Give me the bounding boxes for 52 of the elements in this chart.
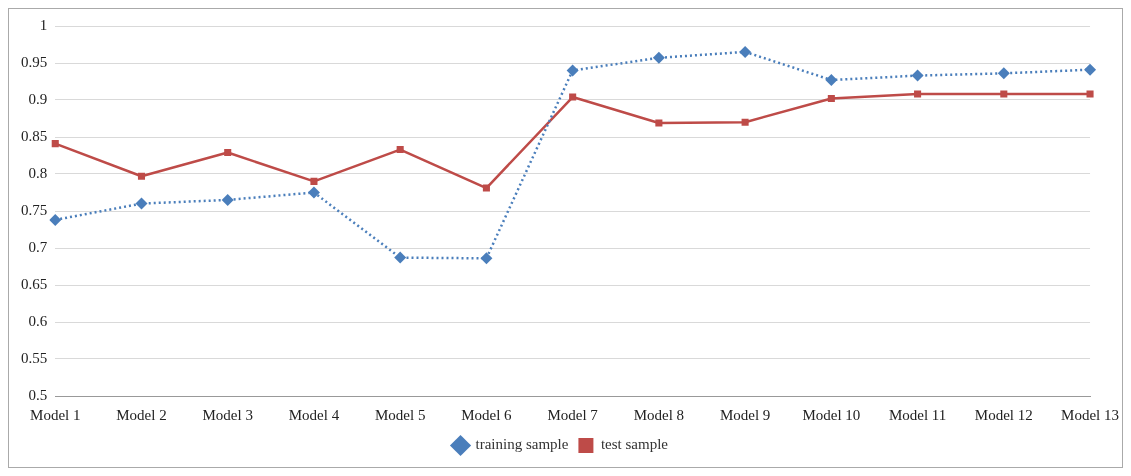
x-tick-label: Model 5: [374, 406, 426, 423]
point: [1000, 90, 1008, 98]
y-tick-label: 0.6: [28, 312, 48, 329]
point: [394, 251, 407, 264]
point: [741, 118, 749, 126]
y-tick-label: 0.55: [21, 349, 48, 366]
point: [224, 149, 232, 157]
point: [827, 94, 835, 103]
y-tick-label: 0.75: [21, 201, 48, 218]
y-tick-label: 0.7: [28, 238, 48, 255]
x-tick-label: Model 12: [974, 406, 1033, 423]
point: [914, 90, 922, 98]
y-tick-label: 0.9: [28, 90, 48, 107]
x-tick-label: Model 13: [1061, 406, 1119, 423]
point: [310, 177, 318, 185]
x-tick-label: Model 9: [719, 406, 771, 423]
point: [135, 197, 148, 210]
point: [911, 69, 924, 82]
point: [739, 45, 752, 58]
x-tick-label: Model 8: [633, 406, 685, 423]
point: [997, 67, 1010, 80]
x-tick-label: Model 7: [547, 406, 599, 423]
x-tick-label: Model 10: [802, 406, 861, 423]
y-tick-label: 0.65: [21, 275, 48, 292]
y-tick-label: 0.95: [21, 53, 48, 70]
y-tick-label: 1: [39, 16, 48, 33]
point: [51, 140, 59, 148]
point: [137, 172, 146, 180]
point: [825, 74, 838, 87]
point: [1084, 63, 1097, 76]
x-tick-label: Model 1: [30, 406, 81, 423]
point: [396, 146, 404, 154]
x-tick-label: Model 2: [116, 406, 167, 423]
point: [221, 193, 234, 206]
point: [652, 51, 665, 64]
y-tick-label: 0.8: [28, 164, 48, 181]
y-tick-label: 0.85: [21, 127, 48, 144]
y-tick-label: 0.5: [28, 386, 48, 403]
point: [480, 252, 493, 265]
point: [569, 93, 577, 101]
point: [655, 119, 663, 127]
x-tick-label: Model 11: [888, 406, 947, 423]
x-tick-label: Model 6: [461, 406, 513, 423]
point: [1086, 90, 1094, 98]
point: [49, 213, 62, 226]
point: [566, 64, 579, 77]
point: [307, 186, 320, 199]
legend-label: training sample: [475, 436, 569, 453]
legend-label: test sample: [600, 436, 669, 453]
x-tick-label: Model 4: [288, 406, 340, 423]
point: [482, 184, 490, 192]
x-tick-label: Model 3: [202, 406, 253, 423]
